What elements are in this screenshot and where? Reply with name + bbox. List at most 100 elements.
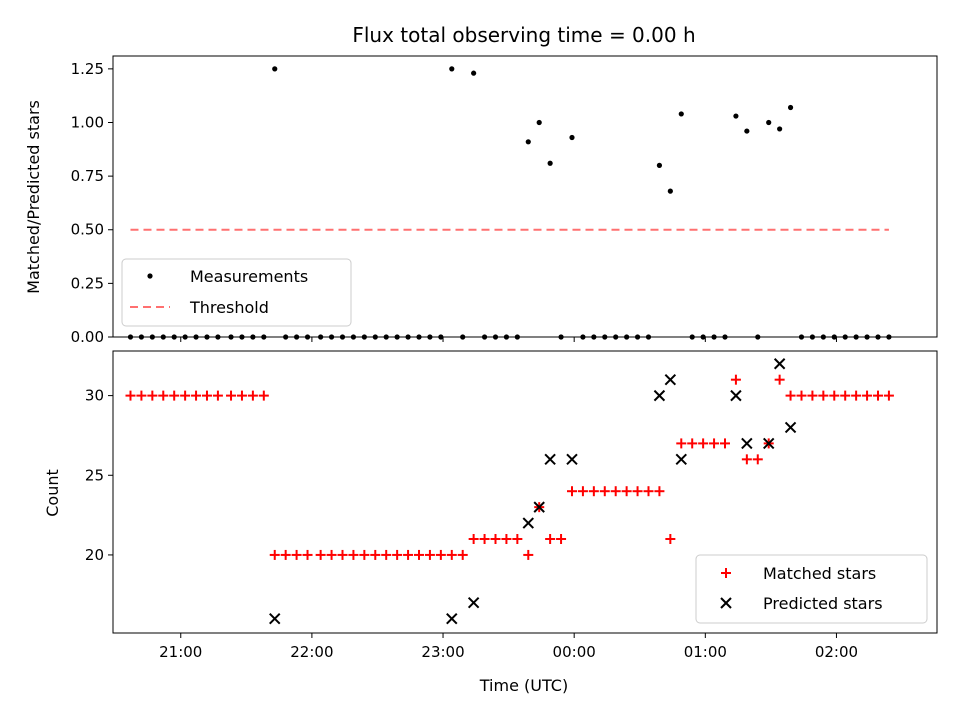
predicted-star-point <box>675 453 687 466</box>
count-panel: 20 25 30 21:00 22:00 23:00 00:00 01:00 02:00 Co… <box>43 350 938 695</box>
time-x-tick-label: 00:00 <box>553 643 596 661</box>
count-axes-frame <box>112 350 938 634</box>
predicted-star-point <box>446 612 458 625</box>
predicted-star-point <box>467 597 480 609</box>
ratio-y-ticks: 0.00 0.25 0.50 0.75 1.00 1.25 <box>71 60 113 346</box>
matched-star-point <box>392 549 403 560</box>
ratio-y-axis-label: Matched/Predicted stars <box>24 100 43 294</box>
matched-star-point <box>125 390 136 401</box>
measurement-point <box>733 113 739 119</box>
matched-star-point <box>851 390 862 401</box>
time-x-tick-label: 02:00 <box>815 643 858 661</box>
measurement-point <box>569 134 575 141</box>
predicted-star-point <box>784 421 797 434</box>
time-x-tick-label: 23:00 <box>421 643 464 661</box>
measurement-point <box>547 160 553 166</box>
predicted-star-point <box>544 453 556 466</box>
legend-plus-glyph <box>721 568 731 578</box>
count-y-tick-label: 25 <box>85 466 104 484</box>
matched-star-point <box>796 390 807 401</box>
count-y-tick-label: 30 <box>85 387 104 405</box>
measurement-point <box>766 119 772 126</box>
ratio-legend: Measurements Threshold <box>121 258 352 327</box>
matched-star-point <box>413 549 424 560</box>
ratio-y-tick-label: 1.25 <box>71 60 104 78</box>
matched-star-point <box>610 486 621 497</box>
predicted-star-point <box>773 358 786 370</box>
matched-star-point <box>698 438 709 449</box>
matched-star-point <box>435 549 446 560</box>
predicted-star-point <box>730 389 742 402</box>
matched-star-point <box>818 390 829 401</box>
matched-star-point <box>191 390 202 401</box>
legend-predicted-marker <box>720 597 732 609</box>
measurement-point <box>536 119 542 126</box>
matched-star-point <box>302 549 313 560</box>
matched-star-point <box>566 486 577 497</box>
matched-star-point <box>687 438 698 449</box>
matched-star-point <box>545 534 556 544</box>
matched-star-point <box>829 390 840 401</box>
matched-star-point <box>501 534 512 544</box>
matched-star-point <box>752 454 763 465</box>
measurement-point <box>471 70 477 76</box>
matched-star-point <box>136 390 147 401</box>
matched-star-point <box>490 534 501 544</box>
matched-star-point <box>403 549 414 560</box>
matched-star-point <box>774 374 785 385</box>
predicted-star-point <box>533 501 545 513</box>
matched-star-point <box>785 390 796 401</box>
ratio-y-tick-label: 0.75 <box>71 167 104 185</box>
predicted-star-point <box>522 517 534 529</box>
matched-star-point <box>621 486 632 497</box>
measurement-point <box>667 188 673 194</box>
matched-star-point <box>424 549 435 560</box>
matched-star-point <box>523 549 534 560</box>
predicted-star-points <box>269 358 797 625</box>
matched-star-point <box>201 390 212 401</box>
matched-star-point <box>326 549 337 560</box>
matched-star-point <box>359 549 370 560</box>
matched-star-point <box>730 374 741 385</box>
matched-star-point <box>840 390 851 401</box>
matched-star-point <box>632 486 643 497</box>
matched-star-point <box>381 549 392 560</box>
predicted-star-point <box>664 373 677 386</box>
count-y-tick-label: 20 <box>85 546 104 564</box>
time-x-tick-label: 21:00 <box>159 643 202 661</box>
ratio-y-tick-label: 0.00 <box>71 328 104 346</box>
ratio-y-tick-label: 0.25 <box>71 274 104 292</box>
matched-star-point <box>468 534 479 544</box>
matched-star-point <box>226 390 237 401</box>
matched-star-point <box>236 390 247 401</box>
matched-star-points <box>125 374 894 560</box>
matched-star-point <box>457 549 468 560</box>
predicted-star-point <box>653 389 666 402</box>
matched-star-point <box>348 549 359 560</box>
matched-star-point <box>556 534 567 544</box>
matched-star-point <box>807 390 818 401</box>
ratio-y-tick-label: 1.00 <box>71 113 104 131</box>
chart-title: Flux total observing time = 0.00 h <box>352 23 695 47</box>
matched-star-point <box>247 390 258 401</box>
time-x-ticks: 21:00 22:00 23:00 00:00 01:00 02:00 <box>159 633 858 661</box>
legend-predicted-label: Predicted stars <box>763 594 883 613</box>
matched-star-point <box>709 438 720 449</box>
matched-star-point <box>315 549 326 560</box>
matched-star-point <box>643 486 654 497</box>
measurement-point <box>449 66 455 72</box>
matched-star-point <box>665 534 676 544</box>
count-y-ticks: 20 25 30 <box>85 387 113 564</box>
matched-star-point <box>872 390 883 401</box>
matched-star-point <box>883 390 894 401</box>
predicted-star-point <box>762 437 775 450</box>
matched-star-point <box>577 486 588 497</box>
matched-star-point <box>337 549 348 560</box>
legend-threshold-label: Threshold <box>189 298 269 317</box>
count-legend-box <box>695 554 928 624</box>
measurement-point <box>656 162 663 168</box>
measurement-point <box>744 128 750 134</box>
matched-star-point <box>169 390 180 401</box>
matched-star-point <box>676 438 687 449</box>
time-x-tick-label: 22:00 <box>290 643 333 661</box>
